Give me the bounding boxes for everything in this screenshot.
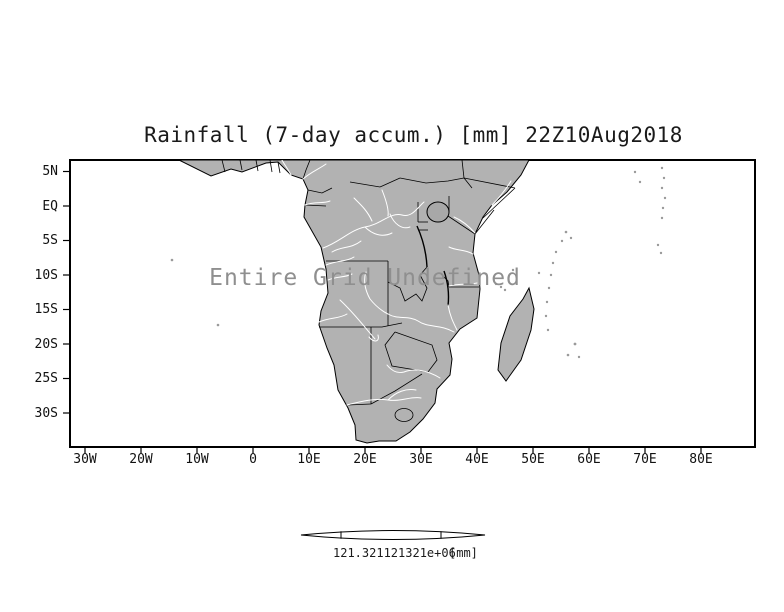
x-tick-label-10e: 10E — [297, 452, 321, 467]
axis-tick-marks — [63, 170, 702, 454]
x-tick-label-30e: 30E — [409, 452, 433, 467]
x-tick-label-80e: 80E — [689, 452, 713, 467]
y-tick-label-15s: 15S — [34, 302, 58, 317]
y-tick-label-5n: 5N — [42, 164, 58, 179]
y-tick-label-5s: 5S — [42, 233, 58, 248]
colorbar-unit-label: [mm] — [449, 546, 478, 560]
x-tick-label-50e: 50E — [521, 452, 545, 467]
x-tick-label-70e: 70E — [633, 452, 657, 467]
x-tick-label-40e: 40E — [465, 452, 489, 467]
country-borders — [221, 160, 516, 422]
x-tick-label-20e: 20E — [353, 452, 377, 467]
x-tick-label-30w: 30W — [73, 452, 97, 467]
africa-landmass — [178, 160, 530, 444]
x-tick-label-60e: 60E — [577, 452, 601, 467]
colorbar-value-label: 121.321121321e+06 — [333, 546, 456, 560]
rivers — [281, 160, 512, 406]
lakes — [416, 201, 450, 307]
y-tick-label-25s: 25S — [34, 371, 58, 386]
y-tick-label-30s: 30S — [34, 406, 58, 421]
ocean-island-dots — [170, 166, 667, 359]
y-tick-label-20s: 20S — [34, 337, 58, 352]
y-tick-label-10s: 10S — [34, 268, 58, 283]
x-tick-label-0: 0 — [249, 452, 257, 467]
x-tick-label-20w: 20W — [129, 452, 153, 467]
madagascar-island — [497, 286, 535, 382]
y-tick-label-eq: EQ — [42, 199, 58, 214]
x-tick-label-10w: 10W — [185, 452, 209, 467]
figure-title: Rainfall (7-day accum.) [mm] 22Z10Aug201… — [144, 123, 683, 147]
colorbar — [300, 530, 486, 540]
grid-undefined-message: Entire Grid Undefined — [209, 265, 521, 291]
